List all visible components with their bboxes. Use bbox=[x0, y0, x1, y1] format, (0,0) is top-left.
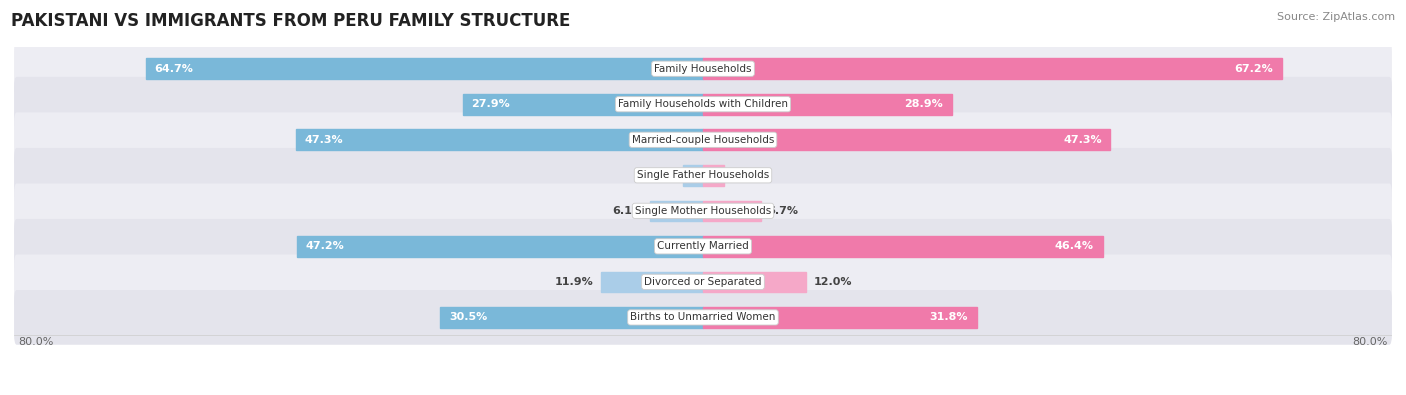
Text: Currently Married: Currently Married bbox=[657, 241, 749, 251]
Text: 46.4%: 46.4% bbox=[1054, 241, 1094, 251]
FancyBboxPatch shape bbox=[14, 113, 1392, 167]
Text: Family Households: Family Households bbox=[654, 64, 752, 74]
Text: 80.0%: 80.0% bbox=[18, 337, 53, 346]
Text: 67.2%: 67.2% bbox=[1234, 64, 1272, 74]
Bar bbox=[703, 130, 1111, 150]
Text: 47.3%: 47.3% bbox=[304, 135, 343, 145]
Text: 64.7%: 64.7% bbox=[155, 64, 193, 74]
Bar bbox=[146, 58, 703, 79]
FancyBboxPatch shape bbox=[14, 41, 1392, 96]
Text: 47.2%: 47.2% bbox=[305, 241, 344, 251]
Text: 12.0%: 12.0% bbox=[813, 277, 852, 287]
FancyBboxPatch shape bbox=[14, 183, 1392, 238]
Bar bbox=[600, 272, 703, 292]
Text: 47.3%: 47.3% bbox=[1063, 135, 1102, 145]
FancyBboxPatch shape bbox=[14, 219, 1392, 274]
Text: 31.8%: 31.8% bbox=[929, 312, 969, 322]
FancyBboxPatch shape bbox=[14, 254, 1392, 309]
Text: Divorced or Separated: Divorced or Separated bbox=[644, 277, 762, 287]
Bar bbox=[703, 236, 1102, 257]
Text: 6.1%: 6.1% bbox=[613, 206, 644, 216]
Bar bbox=[703, 58, 1282, 79]
Text: Single Mother Households: Single Mother Households bbox=[636, 206, 770, 216]
Text: 6.7%: 6.7% bbox=[768, 206, 799, 216]
Text: Married-couple Households: Married-couple Households bbox=[631, 135, 775, 145]
Text: 27.9%: 27.9% bbox=[471, 99, 510, 109]
Text: 2.3%: 2.3% bbox=[645, 170, 676, 180]
Text: 80.0%: 80.0% bbox=[1353, 337, 1388, 346]
FancyBboxPatch shape bbox=[14, 77, 1392, 132]
Bar bbox=[295, 130, 703, 150]
Bar bbox=[703, 94, 952, 115]
Text: Family Households with Children: Family Households with Children bbox=[619, 99, 787, 109]
Bar bbox=[440, 307, 703, 328]
Bar bbox=[703, 165, 724, 186]
Text: Source: ZipAtlas.com: Source: ZipAtlas.com bbox=[1277, 12, 1395, 22]
Bar bbox=[703, 307, 977, 328]
Text: 11.9%: 11.9% bbox=[555, 277, 593, 287]
Bar bbox=[703, 272, 807, 292]
Bar bbox=[297, 236, 703, 257]
Bar bbox=[683, 165, 703, 186]
FancyBboxPatch shape bbox=[14, 148, 1392, 203]
Text: 28.9%: 28.9% bbox=[904, 99, 943, 109]
Bar bbox=[463, 94, 703, 115]
Bar bbox=[651, 201, 703, 221]
Text: 2.4%: 2.4% bbox=[731, 170, 762, 180]
Text: 30.5%: 30.5% bbox=[449, 312, 488, 322]
Text: Single Father Households: Single Father Households bbox=[637, 170, 769, 180]
Text: PAKISTANI VS IMMIGRANTS FROM PERU FAMILY STRUCTURE: PAKISTANI VS IMMIGRANTS FROM PERU FAMILY… bbox=[11, 12, 571, 30]
Bar bbox=[703, 201, 761, 221]
Text: Births to Unmarried Women: Births to Unmarried Women bbox=[630, 312, 776, 322]
FancyBboxPatch shape bbox=[14, 290, 1392, 345]
